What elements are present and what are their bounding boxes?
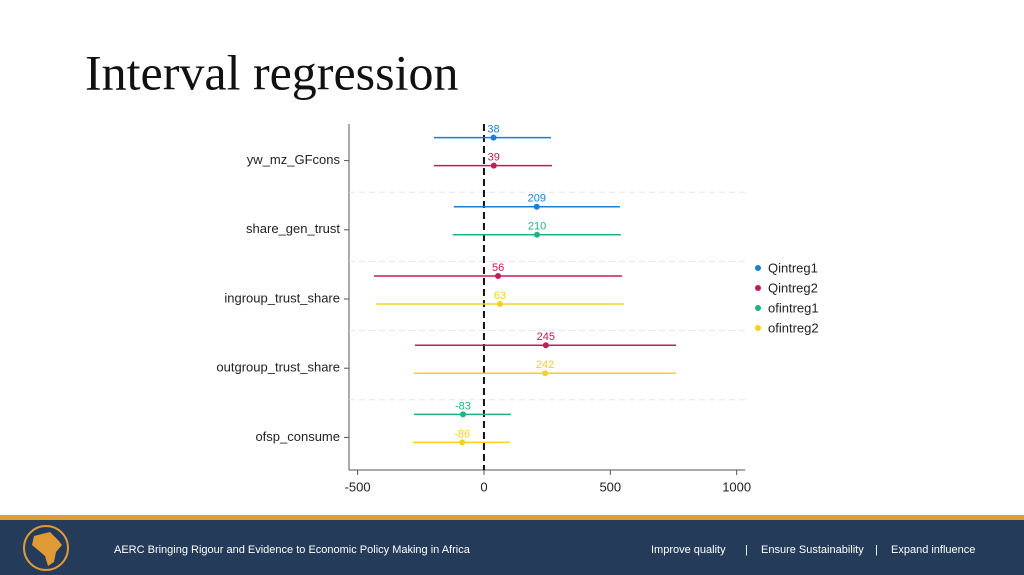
y-tick-label: share_gen_trust (246, 221, 340, 236)
footer-separator: | (745, 544, 748, 556)
point (495, 273, 502, 279)
footer-link[interactable]: Expand influence (891, 544, 975, 556)
legend-label: ofintreg2 (768, 320, 819, 335)
point (496, 301, 503, 307)
point (533, 203, 540, 210)
slide-title: Interval regression (85, 44, 458, 100)
point (459, 439, 466, 446)
footer-separator: | (875, 544, 878, 556)
y-tick-label: outgroup_trust_share (216, 360, 340, 375)
x-tick-label: 500 (599, 479, 621, 494)
x-tick-label: 0 (480, 479, 487, 494)
x-tick-label: 1000 (722, 479, 751, 494)
legend-marker (755, 305, 761, 311)
y-tick-label: ingroup_trust_share (224, 290, 340, 305)
point (459, 411, 466, 418)
footer-link[interactable]: Ensure Sustainability (761, 544, 864, 556)
footer-tagline: AERC Bringing Rigour and Evidence to Eco… (114, 544, 471, 556)
legend-marker (755, 325, 761, 331)
legend-marker (755, 265, 761, 271)
value-label: 63 (494, 290, 506, 302)
legend-label: Qintreg1 (768, 260, 818, 275)
value-label: -86 (454, 428, 470, 440)
value-label: 210 (528, 221, 546, 233)
y-tick-label: ofsp_consume (255, 429, 340, 444)
point (490, 134, 497, 141)
value-label: -83 (455, 400, 471, 412)
logo (23, 525, 69, 571)
point (534, 231, 541, 238)
footer-link[interactable]: Improve quality (651, 544, 726, 556)
legend-label: ofintreg1 (768, 300, 819, 315)
footer-stripe (0, 515, 1024, 520)
y-tick-label: yw_mz_GFcons (247, 152, 341, 167)
value-label: 39 (488, 152, 500, 164)
footer-band (0, 520, 1024, 575)
value-label: 38 (487, 124, 499, 136)
x-tick-label: -500 (345, 479, 371, 494)
legend-label: Qintreg2 (768, 280, 818, 295)
point (542, 342, 549, 349)
value-label: 242 (536, 359, 554, 371)
point (542, 370, 549, 377)
point (490, 162, 497, 169)
value-label: 209 (528, 193, 546, 205)
value-label: 56 (492, 262, 504, 274)
legend-marker (755, 285, 761, 291)
value-label: 245 (537, 331, 555, 343)
